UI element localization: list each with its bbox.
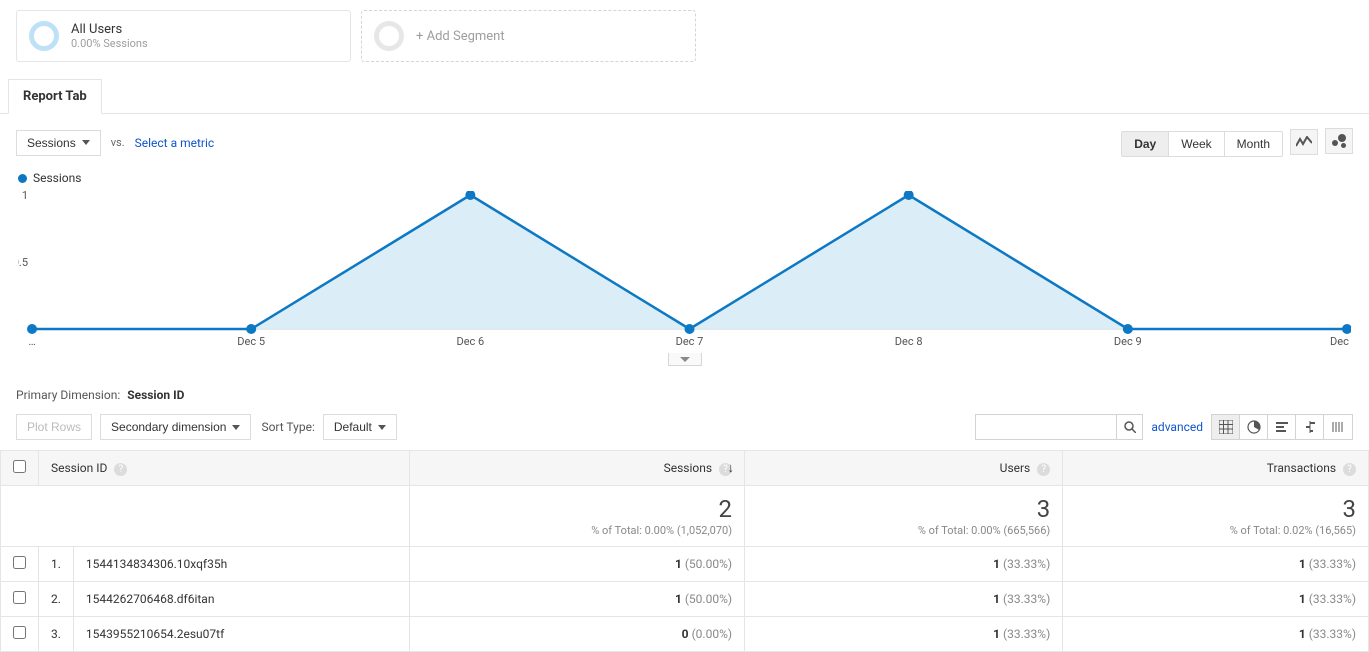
row-sessions: 1(50.00%) <box>409 547 744 582</box>
col-sessions[interactable]: Sessions ? ↓ <box>409 451 744 486</box>
row-transactions: 1(33.33%) <box>1063 617 1369 652</box>
metric-selector[interactable]: Sessions <box>16 130 101 156</box>
select-metric-link[interactable]: Select a metric <box>135 136 215 150</box>
row-checkbox[interactable] <box>13 556 26 569</box>
col-users[interactable]: Users ? <box>745 451 1063 486</box>
segment-subtitle: 0.00% Sessions <box>71 37 148 50</box>
select-all-header <box>1 451 39 486</box>
row-users: 1(33.33%) <box>745 617 1063 652</box>
chevron-down-icon <box>82 140 90 145</box>
range-day[interactable]: Day <box>1122 132 1169 156</box>
svg-text:0.5: 0.5 <box>18 256 28 269</box>
row-transactions: 1(33.33%) <box>1063 582 1369 617</box>
legend-dot-icon <box>18 174 27 183</box>
row-session-id: 1544134834306.10xqf35h <box>73 547 409 582</box>
tab-label: Report Tab <box>23 89 87 104</box>
metric-selector-label: Sessions <box>27 136 76 150</box>
help-icon[interactable]: ? <box>1343 463 1356 476</box>
sort-desc-icon: ↓ <box>728 460 735 476</box>
row-users: 1(33.33%) <box>745 547 1063 582</box>
svg-text:Dec 8: Dec 8 <box>895 335 923 348</box>
add-segment-label: + Add Segment <box>416 29 505 44</box>
sessions-chart: 0.5 1 … Dec 5 Dec 6 Dec 7 Dec 8 Dec 9 Dec 10 <box>18 191 1351 351</box>
help-icon[interactable]: ? <box>114 463 127 476</box>
chart-type-line-icon[interactable] <box>1290 129 1318 155</box>
view-bar-icon[interactable] <box>1268 415 1296 439</box>
table-row: 1.1544134834306.10xqf35h1(50.00%)1(33.33… <box>1 547 1369 582</box>
chart-expand-toggle[interactable] <box>668 353 702 366</box>
row-session-id: 1544262706468.df6itan <box>73 582 409 617</box>
chevron-down-icon <box>680 357 690 362</box>
segment-all-users[interactable]: All Users 0.00% Sessions <box>16 10 351 62</box>
col-session-id[interactable]: Session ID ? <box>39 451 410 486</box>
row-transactions: 1(33.33%) <box>1063 547 1369 582</box>
total-transactions: 3 % of Total: 0.02% (16,565) <box>1063 486 1369 547</box>
help-icon[interactable]: ? <box>1037 463 1050 476</box>
tab-report[interactable]: Report Tab <box>8 79 102 114</box>
row-index: 3. <box>39 617 74 652</box>
svg-text:Dec 6: Dec 6 <box>456 335 484 348</box>
search-button[interactable] <box>1116 415 1142 439</box>
svg-text:Dec 9: Dec 9 <box>1114 335 1142 348</box>
row-checkbox[interactable] <box>13 626 26 639</box>
advanced-link[interactable]: advanced <box>1151 420 1203 434</box>
row-index: 2. <box>39 582 74 617</box>
view-table-icon[interactable] <box>1212 415 1240 439</box>
view-pivot-icon[interactable] <box>1324 415 1352 439</box>
legend-label: Sessions <box>33 171 81 185</box>
svg-text:Dec 7: Dec 7 <box>676 335 704 348</box>
segment-add[interactable]: + Add Segment <box>361 10 696 62</box>
vs-label: vs. <box>111 136 125 149</box>
table-search <box>975 414 1143 440</box>
row-index: 1. <box>39 547 74 582</box>
svg-text:1: 1 <box>22 191 28 202</box>
svg-text:Dec 5: Dec 5 <box>237 335 265 348</box>
sort-type-label: Sort Type: <box>261 420 314 434</box>
sort-type-selector[interactable]: Default <box>323 414 397 440</box>
search-input[interactable] <box>976 415 1116 439</box>
chevron-down-icon <box>378 425 386 430</box>
col-transactions[interactable]: Transactions ? <box>1063 451 1369 486</box>
view-comparison-icon[interactable] <box>1296 415 1324 439</box>
chart-type-bubble-icon[interactable] <box>1325 128 1353 154</box>
svg-text:…: … <box>28 335 35 348</box>
range-week[interactable]: Week <box>1169 132 1224 156</box>
totals-row: 2 % of Total: 0.00% (1,052,070) 3 % of T… <box>1 486 1369 547</box>
range-month[interactable]: Month <box>1225 132 1282 156</box>
time-range-group: Day Week Month <box>1121 131 1283 157</box>
segment-circle-icon <box>29 21 59 51</box>
table-view-group <box>1211 414 1353 440</box>
primary-dimension-label: Primary Dimension: <box>16 388 120 402</box>
segment-title: All Users <box>71 22 148 37</box>
table-row: 3.1543955210654.2esu07tf0(0.00%)1(33.33%… <box>1 617 1369 652</box>
add-segment-circle-icon <box>374 21 404 51</box>
row-session-id: 1543955210654.2esu07tf <box>73 617 409 652</box>
view-pie-icon[interactable] <box>1240 415 1268 439</box>
row-users: 1(33.33%) <box>745 582 1063 617</box>
data-table: Session ID ? Sessions ? ↓ Users ? Transa… <box>0 450 1369 652</box>
row-sessions: 0(0.00%) <box>409 617 744 652</box>
row-sessions: 1(50.00%) <box>409 582 744 617</box>
total-users: 3 % of Total: 0.00% (665,566) <box>745 486 1063 547</box>
select-all-checkbox[interactable] <box>13 460 26 473</box>
total-sessions: 2 % of Total: 0.00% (1,052,070) <box>409 486 744 547</box>
primary-dimension-value: Session ID <box>127 388 184 402</box>
chevron-down-icon <box>232 425 240 430</box>
plot-rows-button: Plot Rows <box>16 414 92 440</box>
secondary-dimension-selector[interactable]: Secondary dimension <box>100 414 251 440</box>
row-checkbox[interactable] <box>13 591 26 604</box>
svg-text:Dec 10: Dec 10 <box>1330 335 1351 348</box>
table-row: 2.1544262706468.df6itan1(50.00%)1(33.33%… <box>1 582 1369 617</box>
